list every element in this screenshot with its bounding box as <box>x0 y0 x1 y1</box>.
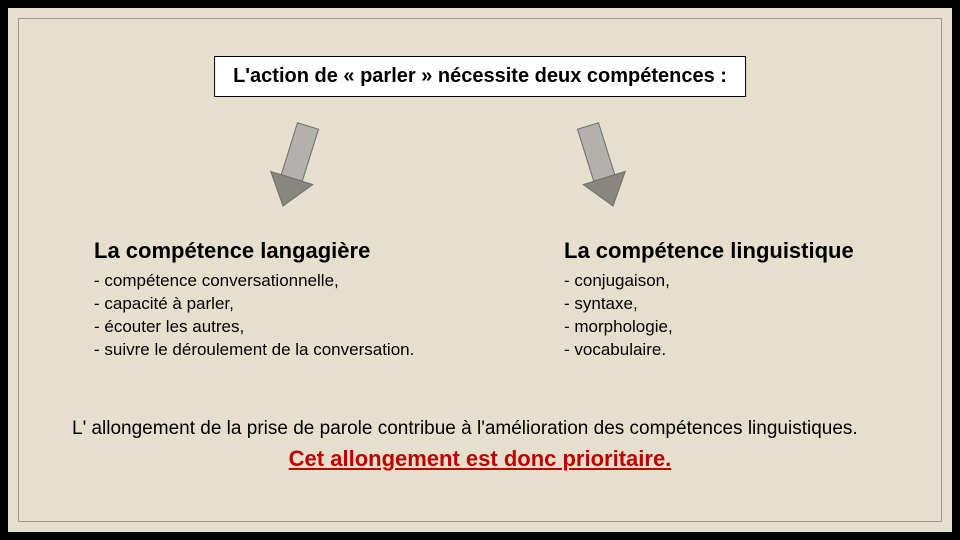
title-box: L'action de « parler » nécessite deux co… <box>214 56 746 97</box>
right-column: La compétence linguistique - conjugaison… <box>564 238 960 362</box>
list-item: - vocabulaire. <box>564 339 960 362</box>
list-item: - capacité à parler, <box>94 293 494 316</box>
right-heading: La compétence linguistique <box>564 238 960 264</box>
list-item: - écouter les autres, <box>94 316 494 339</box>
list-item: - syntaxe, <box>564 293 960 316</box>
footer-line1: L' allongement de la prise de parole con… <box>72 418 888 440</box>
footer-line2: Cet allongement est donc prioritaire. <box>72 446 888 472</box>
list-item: - conjugaison, <box>564 270 960 293</box>
arrow-right-shape <box>578 123 626 206</box>
left-column: La compétence langagière - compétence co… <box>94 238 494 362</box>
list-item: - compétence conversationnelle, <box>94 270 494 293</box>
title-text: L'action de « parler » nécessite deux co… <box>233 65 727 87</box>
left-heading: La compétence langagière <box>94 238 494 264</box>
list-item: - suivre le déroulement de la conversati… <box>94 339 494 362</box>
arrow-left <box>268 116 348 216</box>
arrow-right <box>548 116 628 216</box>
slide: L'action de « parler » nécessite deux co… <box>0 0 960 540</box>
arrow-left-shape <box>271 123 319 206</box>
footer: L' allongement de la prise de parole con… <box>8 418 952 472</box>
list-item: - morphologie, <box>564 316 960 339</box>
